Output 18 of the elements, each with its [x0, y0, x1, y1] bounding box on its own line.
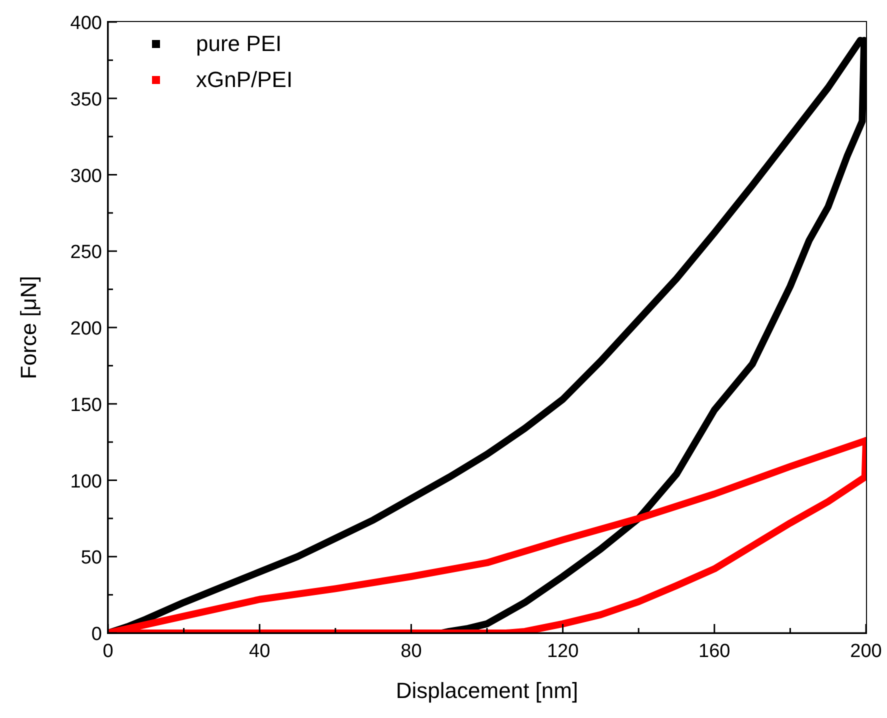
x-tick-label: 80: [400, 641, 422, 662]
legend-label: pure PEI: [196, 31, 282, 57]
x-tick-label: 40: [249, 641, 270, 662]
y-tick-label: 400: [70, 13, 102, 34]
x-tick-label: 160: [698, 641, 730, 662]
y-tick-label: 0: [91, 624, 102, 645]
y-tick-label: 200: [70, 318, 102, 340]
y-tick-label: 350: [70, 89, 102, 110]
x-axis-title: Displacement [nm]: [396, 678, 578, 703]
y-tick-label: 100: [70, 471, 102, 492]
y-tick-label: 300: [70, 166, 102, 187]
y-axis-title: Force [μN]: [16, 276, 41, 380]
x-tick-label: 200: [850, 641, 882, 662]
y-tick-label: 150: [70, 394, 102, 416]
legend-label: xGnP/PEI: [196, 67, 293, 93]
y-tick-label: 250: [70, 242, 102, 264]
x-tick-label: 120: [546, 641, 579, 662]
y-tick-label: 50: [80, 548, 102, 569]
